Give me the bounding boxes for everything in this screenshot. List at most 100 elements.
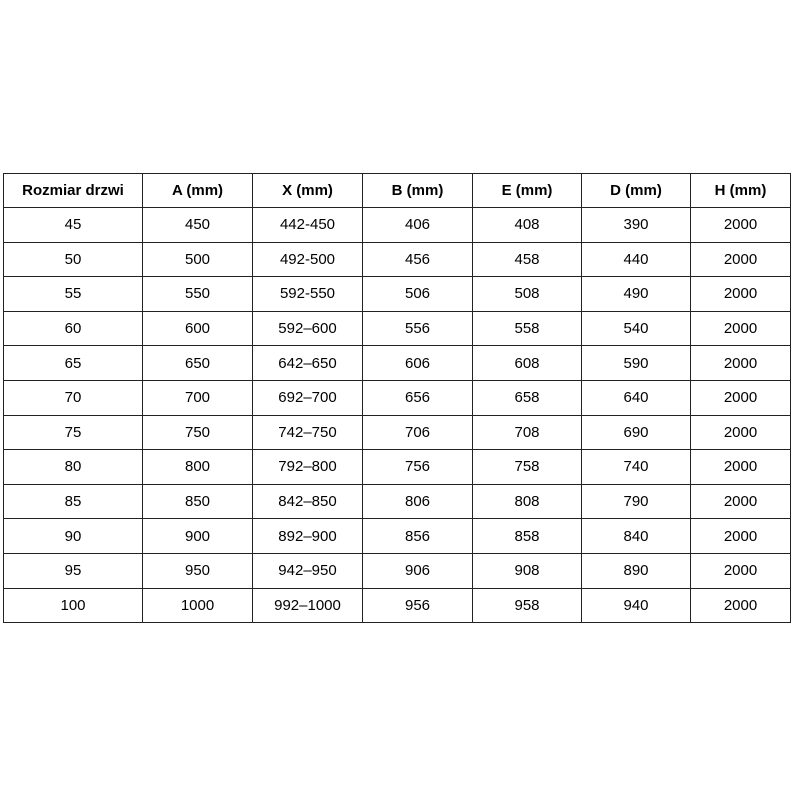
table-cell: 2000 xyxy=(690,552,791,589)
table-cell: 692–700 xyxy=(252,379,363,416)
table-cell: 650 xyxy=(142,345,253,381)
table-cell: 950 xyxy=(142,552,253,589)
table-cell: 808 xyxy=(472,483,582,520)
table-cell: 490 xyxy=(581,276,691,312)
table-cell: 600 xyxy=(142,310,253,347)
table-cell: 2000 xyxy=(690,241,791,278)
table-cell: 60 xyxy=(3,310,143,347)
table-cell: 55 xyxy=(3,276,143,312)
table-cell: 2000 xyxy=(690,310,791,347)
table-row: 95 950 942–950 906 908 890 2000 xyxy=(3,552,791,589)
table-cell: 540 xyxy=(581,310,691,347)
table-row: 55 550 592-550 506 508 490 2000 xyxy=(3,276,791,312)
table-cell: 408 xyxy=(472,207,582,243)
table-cell: 708 xyxy=(472,414,582,451)
table-cell: 85 xyxy=(3,483,143,520)
table-cell: 2000 xyxy=(690,449,791,485)
table-cell: 958 xyxy=(472,587,582,624)
table-cell: 442-450 xyxy=(252,207,363,243)
table-cell: 2000 xyxy=(690,207,791,243)
table-cell: 2000 xyxy=(690,379,791,416)
table-cell: 100 xyxy=(3,587,143,624)
table-cell: 558 xyxy=(472,310,582,347)
table-cell: 606 xyxy=(362,345,473,381)
table-cell: 656 xyxy=(362,379,473,416)
table-cell: 406 xyxy=(362,207,473,243)
table-cell: 500 xyxy=(142,241,253,278)
table-cell: 2000 xyxy=(690,345,791,381)
table-cell: 842–850 xyxy=(252,483,363,520)
table-cell: 856 xyxy=(362,518,473,554)
table-cell: 758 xyxy=(472,449,582,485)
table-cell: 800 xyxy=(142,449,253,485)
table-cell: 608 xyxy=(472,345,582,381)
table-cell: 740 xyxy=(581,449,691,485)
table-cell: 742–750 xyxy=(252,414,363,451)
table-cell: 95 xyxy=(3,552,143,589)
table-cell: 790 xyxy=(581,483,691,520)
table-cell: 90 xyxy=(3,518,143,554)
table-cell: 2000 xyxy=(690,518,791,554)
header-row: Rozmiar drzwi A (mm) X (mm) B (mm) E (mm) D (… xyxy=(3,173,791,208)
table-cell: 450 xyxy=(142,207,253,243)
table-cell: 2000 xyxy=(690,483,791,520)
table-cell: 592–600 xyxy=(252,310,363,347)
table-cell: 890 xyxy=(581,552,691,589)
table-cell: 592-550 xyxy=(252,276,363,312)
table-cell: 590 xyxy=(581,345,691,381)
column-header-5: D (mm) xyxy=(581,173,691,208)
table-cell: 900 xyxy=(142,518,253,554)
table-row: 90 900 892–900 856 858 840 2000 xyxy=(3,518,791,554)
table-cell: 45 xyxy=(3,207,143,243)
table-cell: 390 xyxy=(581,207,691,243)
table-cell: 956 xyxy=(362,587,473,624)
table-cell: 892–900 xyxy=(252,518,363,554)
table-row: 60 600 592–600 556 558 540 2000 xyxy=(3,310,791,347)
table-cell: 508 xyxy=(472,276,582,312)
table-cell: 640 xyxy=(581,379,691,416)
table-cell: 806 xyxy=(362,483,473,520)
table-cell: 550 xyxy=(142,276,253,312)
table-cell: 700 xyxy=(142,379,253,416)
table-cell: 792–800 xyxy=(252,449,363,485)
table-row: 50 500 492-500 456 458 440 2000 xyxy=(3,241,791,278)
table-cell: 992–1000 xyxy=(252,587,363,624)
door-size-table: Rozmiar drzwi A (mm) X (mm) B (mm) E (mm) D (… xyxy=(3,173,791,624)
table-cell: 65 xyxy=(3,345,143,381)
table-row: 70 700 692–700 656 658 640 2000 xyxy=(3,379,791,416)
door-size-table-container: Rozmiar drzwi A (mm) X (mm) B (mm) E (mm) D (… xyxy=(3,173,791,624)
table-cell: 2000 xyxy=(690,587,791,624)
table-cell: 50 xyxy=(3,241,143,278)
table-cell: 906 xyxy=(362,552,473,589)
column-header-4: E (mm) xyxy=(472,173,582,208)
table-cell: 75 xyxy=(3,414,143,451)
table-cell: 940 xyxy=(581,587,691,624)
table-cell: 942–950 xyxy=(252,552,363,589)
table-cell: 658 xyxy=(472,379,582,416)
table-cell: 850 xyxy=(142,483,253,520)
table-cell: 756 xyxy=(362,449,473,485)
table-cell: 506 xyxy=(362,276,473,312)
table-row: 100 1000 992–1000 956 958 940 2000 xyxy=(3,587,791,624)
table-cell: 908 xyxy=(472,552,582,589)
table-row: 65 650 642–650 606 608 590 2000 xyxy=(3,345,791,381)
table-cell: 840 xyxy=(581,518,691,554)
column-header-2: X (mm) xyxy=(252,173,363,208)
table-row: 80 800 792–800 756 758 740 2000 xyxy=(3,449,791,485)
table-cell: 70 xyxy=(3,379,143,416)
table-cell: 556 xyxy=(362,310,473,347)
table-row: 75 750 742–750 706 708 690 2000 xyxy=(3,414,791,451)
table-cell: 858 xyxy=(472,518,582,554)
table-cell: 1000 xyxy=(142,587,253,624)
table-row: 45 450 442-450 406 408 390 2000 xyxy=(3,207,791,243)
table-cell: 750 xyxy=(142,414,253,451)
column-header-6: H (mm) xyxy=(690,173,791,208)
table-cell: 2000 xyxy=(690,276,791,312)
table-cell: 492-500 xyxy=(252,241,363,278)
table-cell: 706 xyxy=(362,414,473,451)
table-cell: 80 xyxy=(3,449,143,485)
column-header-0: Rozmiar drzwi xyxy=(3,173,143,208)
table-cell: 642–650 xyxy=(252,345,363,381)
column-header-1: A (mm) xyxy=(142,173,253,208)
table-cell: 458 xyxy=(472,241,582,278)
